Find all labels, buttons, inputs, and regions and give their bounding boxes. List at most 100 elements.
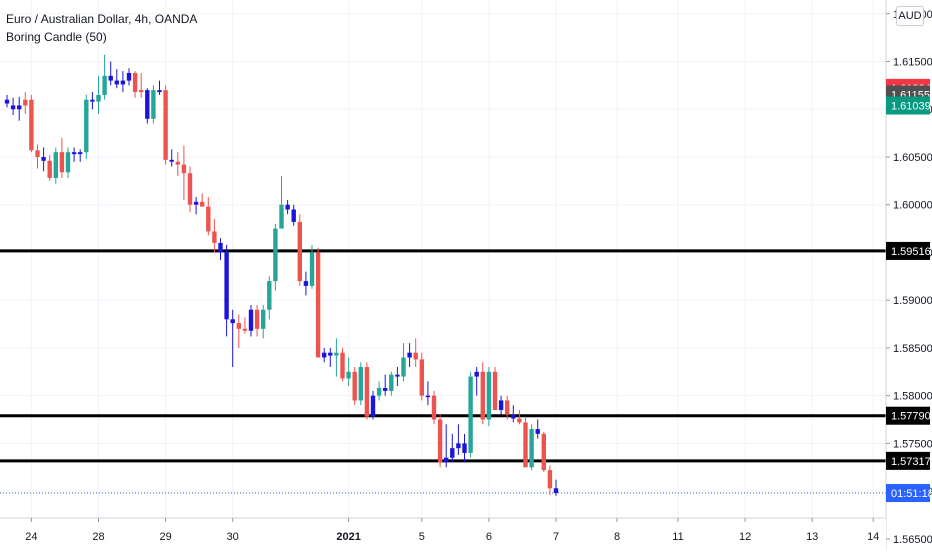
y-tick-label: 1.58500 (893, 343, 932, 355)
candle (285, 199, 290, 215)
y-tick-label: 1.56500 (893, 534, 932, 546)
candle (151, 85, 156, 124)
candle (53, 147, 58, 184)
currency-button[interactable]: AUD (896, 6, 924, 26)
candle-body (41, 156, 46, 161)
candle-body (334, 352, 339, 356)
grid-layer (0, 0, 886, 518)
candle (41, 147, 46, 172)
candle-body (407, 352, 412, 358)
level-badge: 1.59516 (886, 241, 931, 260)
candle-body (212, 231, 217, 243)
candle-body (547, 470, 553, 489)
candle-body (181, 164, 187, 174)
candle (279, 176, 284, 229)
candle (218, 238, 223, 261)
candle-body (254, 309, 260, 329)
price-badge-low-bg (886, 96, 930, 115)
candle-body (157, 90, 162, 93)
candle-body (480, 371, 485, 420)
candle (120, 71, 126, 93)
candle (480, 362, 485, 425)
level-badge: 1.57317 (886, 451, 931, 470)
candle (4, 94, 10, 108)
candle (395, 367, 400, 387)
candle-body (29, 99, 34, 151)
candle-body (139, 90, 144, 93)
candle-body (315, 252, 321, 358)
candle (206, 197, 211, 236)
candle (492, 367, 498, 410)
candle-body (84, 99, 89, 153)
x-tick-label: 24 (25, 531, 37, 543)
candle-body (230, 319, 235, 324)
candle (322, 347, 327, 363)
candle-body (431, 395, 437, 420)
candle-body (236, 323, 241, 329)
candle (431, 390, 437, 425)
candle (309, 244, 315, 289)
candle-body (419, 359, 424, 396)
candle (236, 314, 241, 348)
indicator-title[interactable]: Boring Candle (50) (6, 30, 107, 44)
candle (65, 147, 71, 178)
candle-body (553, 488, 559, 494)
candle-body (517, 418, 522, 423)
candle-body (108, 75, 113, 81)
candle (468, 371, 473, 458)
candle-body (126, 72, 132, 81)
candle (315, 247, 321, 358)
candle-body (444, 457, 449, 463)
candle-body (309, 252, 315, 286)
x-tick-label: 28 (92, 531, 104, 543)
candle-body (505, 400, 510, 415)
price-badge-low: 1.61039 (886, 96, 931, 115)
price-badge-low-label: 1.61039 (891, 101, 931, 113)
candle (261, 304, 266, 339)
candle (169, 149, 174, 167)
candle-body (511, 414, 516, 419)
candle-body (71, 152, 77, 155)
candle-body (96, 94, 101, 102)
candle-body (395, 374, 400, 377)
candle (444, 424, 449, 468)
x-tick-label: 30 (227, 531, 239, 543)
candle-body (389, 374, 394, 391)
symbol-title[interactable]: Euro / Australian Dollar, 4h, OANDA (6, 12, 198, 26)
candle (90, 92, 95, 110)
candle-body (132, 72, 138, 93)
level-badge-label: 1.59516 (891, 246, 931, 258)
candle (407, 343, 412, 368)
candle-body (541, 433, 546, 471)
candle (29, 94, 34, 153)
candle-body (523, 422, 528, 468)
candle-body (145, 90, 150, 119)
candle-body (47, 160, 52, 178)
candle-body (17, 105, 22, 110)
time-axis-bg (0, 518, 886, 550)
y-tick-label: 1.58000 (893, 391, 932, 403)
candle (389, 371, 394, 396)
candle-body (35, 150, 40, 157)
candle (273, 223, 278, 291)
candle (59, 137, 65, 178)
candle-body (492, 371, 498, 410)
candle-body (218, 242, 223, 253)
candle-body (90, 99, 95, 102)
x-tick-label: 5 (419, 531, 425, 543)
chart-legend: Euro / Australian Dollar, 4h, OANDA Bori… (6, 10, 197, 46)
x-tick-label: 11 (672, 531, 683, 543)
candle (297, 214, 302, 286)
candle-body (120, 80, 126, 85)
x-tick-label: 14 (867, 531, 879, 543)
candle-body (242, 328, 248, 331)
candle-body (187, 173, 193, 205)
candle-body (468, 376, 473, 453)
level-badge-label: 1.57790 (891, 411, 931, 423)
candle-body (370, 395, 376, 417)
candle (419, 352, 424, 401)
candle (35, 144, 40, 169)
